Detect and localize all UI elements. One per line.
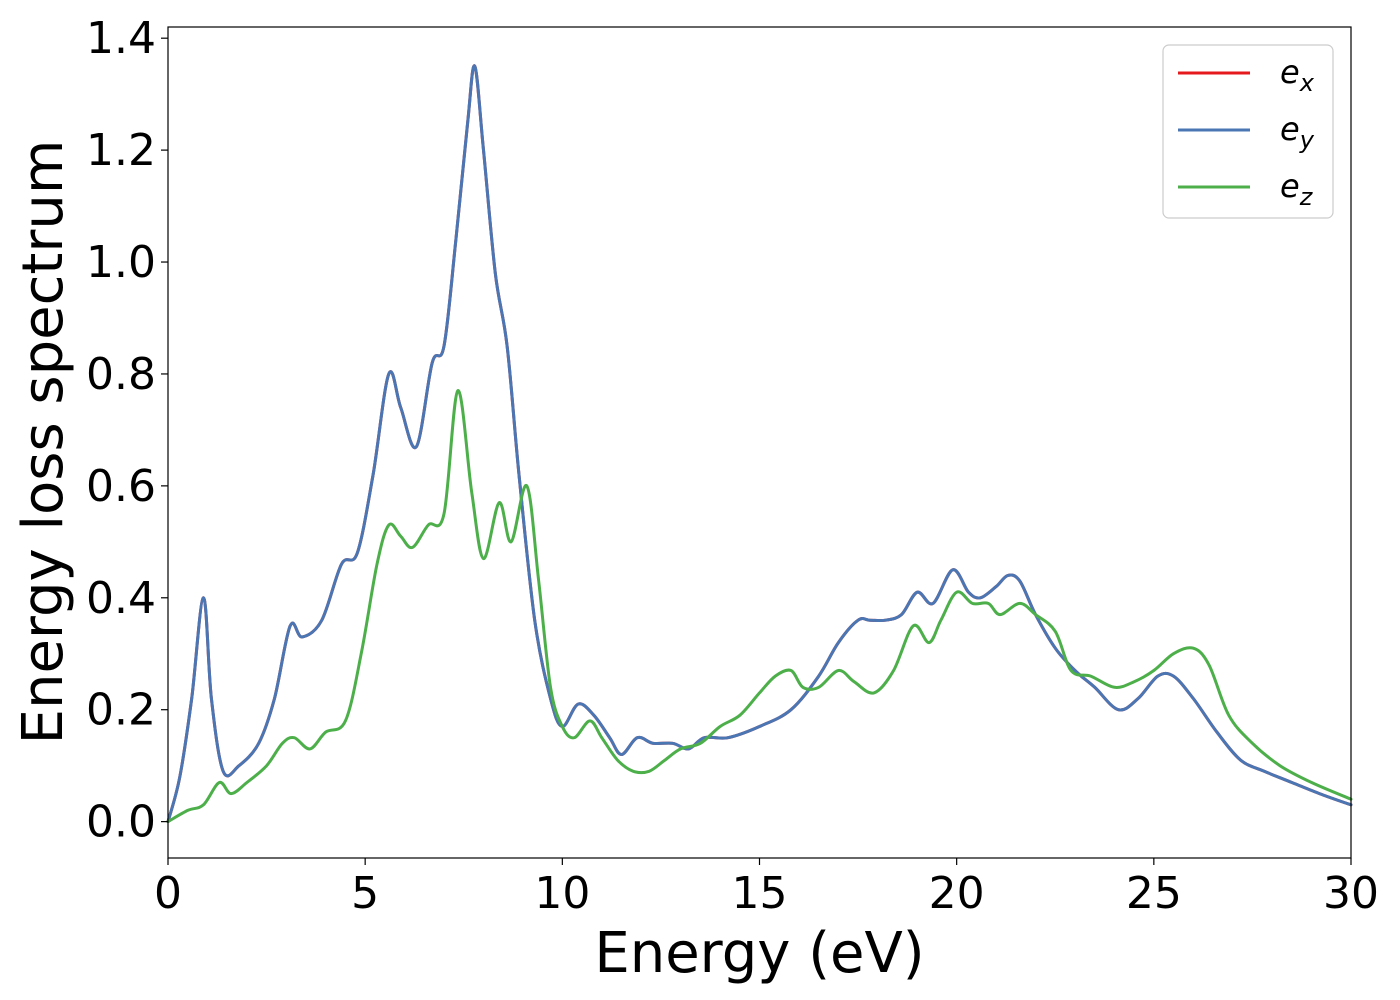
- series-line-e-z: [166, 389, 1353, 824]
- y-axis-title: Energy loss spectrum: [11, 140, 76, 745]
- x-tick-label: 15: [732, 868, 788, 919]
- y-tick-label: 1.0: [86, 237, 156, 288]
- y-tick-label: 0.0: [86, 797, 156, 848]
- y-axis: 0.0 0.2 0.4 0.6 0.8 1.0 1.2 1.4: [86, 13, 168, 848]
- x-tick-label: 5: [351, 868, 379, 919]
- x-axis-title: Energy (eV): [594, 921, 924, 986]
- x-tick-label: 30: [1323, 868, 1379, 919]
- y-tick-label: 0.8: [86, 349, 156, 400]
- x-axis: 0 5 10 15 20 25 30: [154, 858, 1379, 919]
- y-tick-label: 1.2: [86, 125, 156, 176]
- series-layer: [166, 64, 1353, 824]
- y-tick-label: 0.2: [86, 685, 156, 736]
- x-tick-label: 20: [929, 868, 985, 919]
- x-tick-label: 10: [534, 868, 590, 919]
- y-tick-label: 0.4: [86, 573, 156, 624]
- legend-label-e-y: ey: [1280, 110, 1315, 154]
- y-tick-label: 1.4: [86, 13, 156, 64]
- plot-background: [168, 27, 1351, 858]
- x-tick-label: 25: [1126, 868, 1182, 919]
- y-tick-label: 0.6: [86, 461, 156, 512]
- x-tick-label: 0: [154, 868, 182, 919]
